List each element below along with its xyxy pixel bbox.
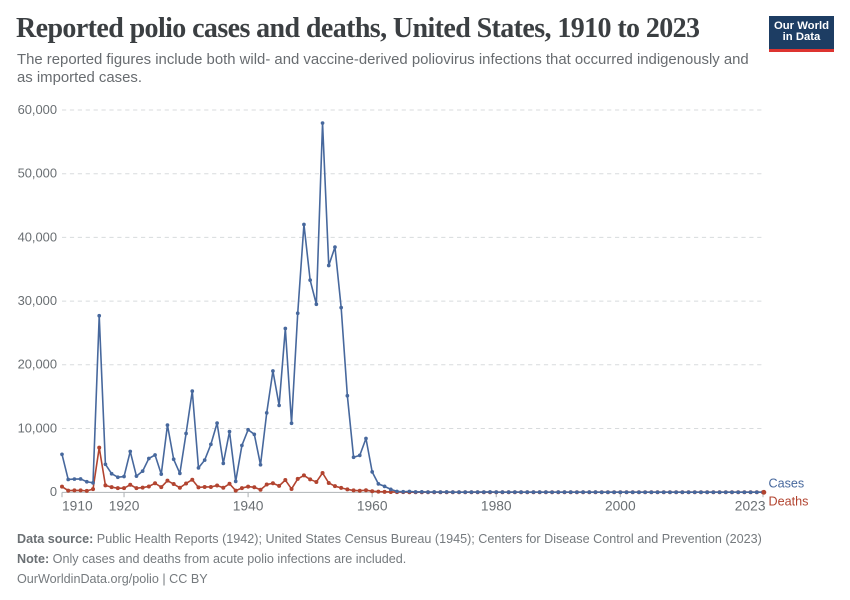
svg-text:50,000: 50,000 <box>18 166 57 181</box>
svg-text:30,000: 30,000 <box>18 293 57 308</box>
svg-text:2000: 2000 <box>605 499 636 514</box>
svg-text:1910: 1910 <box>62 499 93 514</box>
svg-text:60,000: 60,000 <box>18 102 57 117</box>
svg-text:1940: 1940 <box>233 499 264 514</box>
svg-text:2023: 2023 <box>735 499 766 514</box>
svg-text:1920: 1920 <box>109 499 140 514</box>
svg-text:0: 0 <box>50 484 57 499</box>
svg-text:Deaths: Deaths <box>769 495 809 509</box>
svg-text:1980: 1980 <box>481 499 512 514</box>
svg-text:20,000: 20,000 <box>18 357 57 372</box>
svg-text:1960: 1960 <box>357 499 388 514</box>
svg-text:10,000: 10,000 <box>18 420 57 435</box>
svg-text:40,000: 40,000 <box>18 229 57 244</box>
svg-text:Cases: Cases <box>769 477 805 491</box>
